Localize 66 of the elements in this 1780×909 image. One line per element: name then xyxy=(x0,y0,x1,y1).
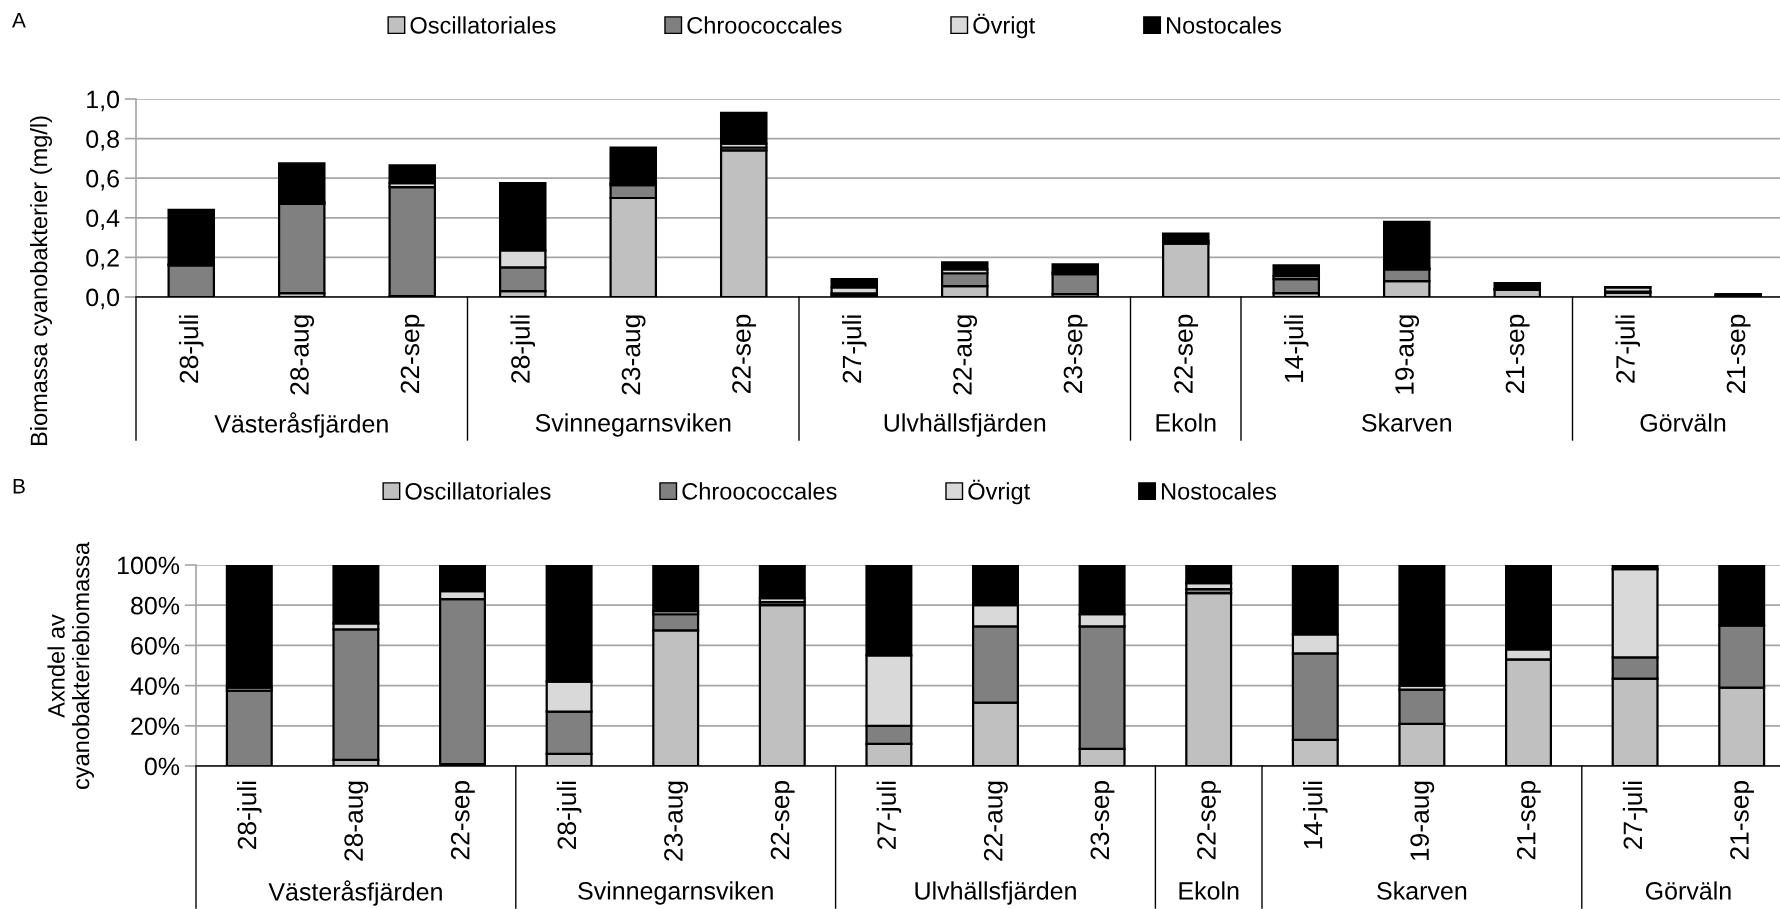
x-tick-label: 14-juli xyxy=(1303,781,1328,849)
x-tick-label: 23-sep xyxy=(1090,780,1115,860)
x-tick-label: 28-juli xyxy=(178,315,204,383)
x-tick-label: 27-juli xyxy=(876,781,902,849)
text: Västeråsfjärden xyxy=(214,412,388,438)
y-tick-label: 40% xyxy=(130,677,180,695)
y-tick-label: 1,0 xyxy=(87,90,120,112)
x-tick-label: 21-sep xyxy=(1726,314,1751,394)
y-tick-label: 100% xyxy=(118,556,180,575)
y-tick-label: 0,4 xyxy=(86,209,120,231)
y-tick-label: 80% xyxy=(131,596,180,615)
y-tick-label: 60% xyxy=(131,637,180,655)
text: Ekoln xyxy=(1179,881,1239,900)
text: Ekoln xyxy=(1156,413,1216,432)
text: Ulvhällsfjärden xyxy=(915,881,1076,905)
text: Västeråsfjärden xyxy=(268,880,442,906)
x-tick-label: 22-sep xyxy=(1197,780,1221,860)
text: Skarven xyxy=(1362,413,1451,432)
legend-label: Nostocales xyxy=(1162,482,1277,500)
x-tick-label: 22-aug xyxy=(983,781,1008,861)
chart-title: A xyxy=(12,13,26,28)
text: Görväln xyxy=(1645,881,1731,900)
y-tick-label: 0,0 xyxy=(86,288,120,310)
legend-label: Nostocales xyxy=(1167,16,1282,34)
x-tick-label: 28-juli xyxy=(556,781,582,849)
x-tick-label: 22-aug xyxy=(953,315,978,395)
text: Svinnegarnsviken xyxy=(578,881,773,905)
x-tick-label: 28-juli xyxy=(510,315,536,383)
x-tick-label: 23-aug xyxy=(621,315,646,395)
y-axis-title: Biomassa cyanobakterier (mg/l) xyxy=(29,116,52,446)
y-tick-label: 0% xyxy=(144,757,180,776)
legend-label: Oscillatoriales xyxy=(410,16,556,34)
x-tick-label: 28-aug xyxy=(344,781,369,861)
y-axis-title: Axndel av cyanobakteriebiomassa xyxy=(47,541,94,790)
legend-label: Chroococcales xyxy=(682,482,837,500)
x-tick-label: 22-sep xyxy=(400,314,425,394)
x-tick-label: 21-sep xyxy=(1516,780,1541,860)
x-tick-label: 14-juli xyxy=(1283,315,1309,383)
legend-label: Övrigt xyxy=(973,13,1036,39)
x-tick-label: 22-sep xyxy=(732,314,757,394)
x-tick-label: 21-sep xyxy=(1505,314,1530,394)
y-tick-label: 20% xyxy=(131,717,180,736)
x-tick-label: 19-aug xyxy=(1410,781,1435,861)
x-tick-label: 27-juli xyxy=(841,315,867,383)
x-tick-label: 21-sep xyxy=(1730,780,1754,860)
text: Görväln xyxy=(1640,413,1726,432)
legend-label: Oscillatoriales xyxy=(405,482,551,500)
x-tick-label: 28-aug xyxy=(290,315,315,395)
text: B xyxy=(13,479,25,494)
legend-label: Chroococcales xyxy=(687,16,842,34)
x-tick-label: 28-juli xyxy=(237,781,262,849)
x-tick-label: 27-juli xyxy=(1615,315,1641,383)
y-tick-label: 0,6 xyxy=(86,169,119,191)
x-tick-label: 22-sep xyxy=(1174,314,1199,394)
x-tick-label: 22-sep xyxy=(450,780,475,860)
y-tick-label: 0,8 xyxy=(86,130,119,151)
text: Ulvhällsfjärden xyxy=(884,413,1046,437)
text: Svinnegarnsviken xyxy=(535,413,731,437)
y-tick-label: 0,2 xyxy=(86,249,119,270)
x-tick-label: 19-aug xyxy=(1395,315,1420,394)
text: Skarven xyxy=(1377,881,1467,900)
x-tick-label: 22-sep xyxy=(770,780,795,860)
legend-label: Övrigt xyxy=(968,479,1031,505)
x-tick-label: 27-juli xyxy=(1622,781,1648,849)
x-tick-label: 23-sep xyxy=(1063,314,1088,394)
x-tick-label: 23-aug xyxy=(664,781,688,861)
